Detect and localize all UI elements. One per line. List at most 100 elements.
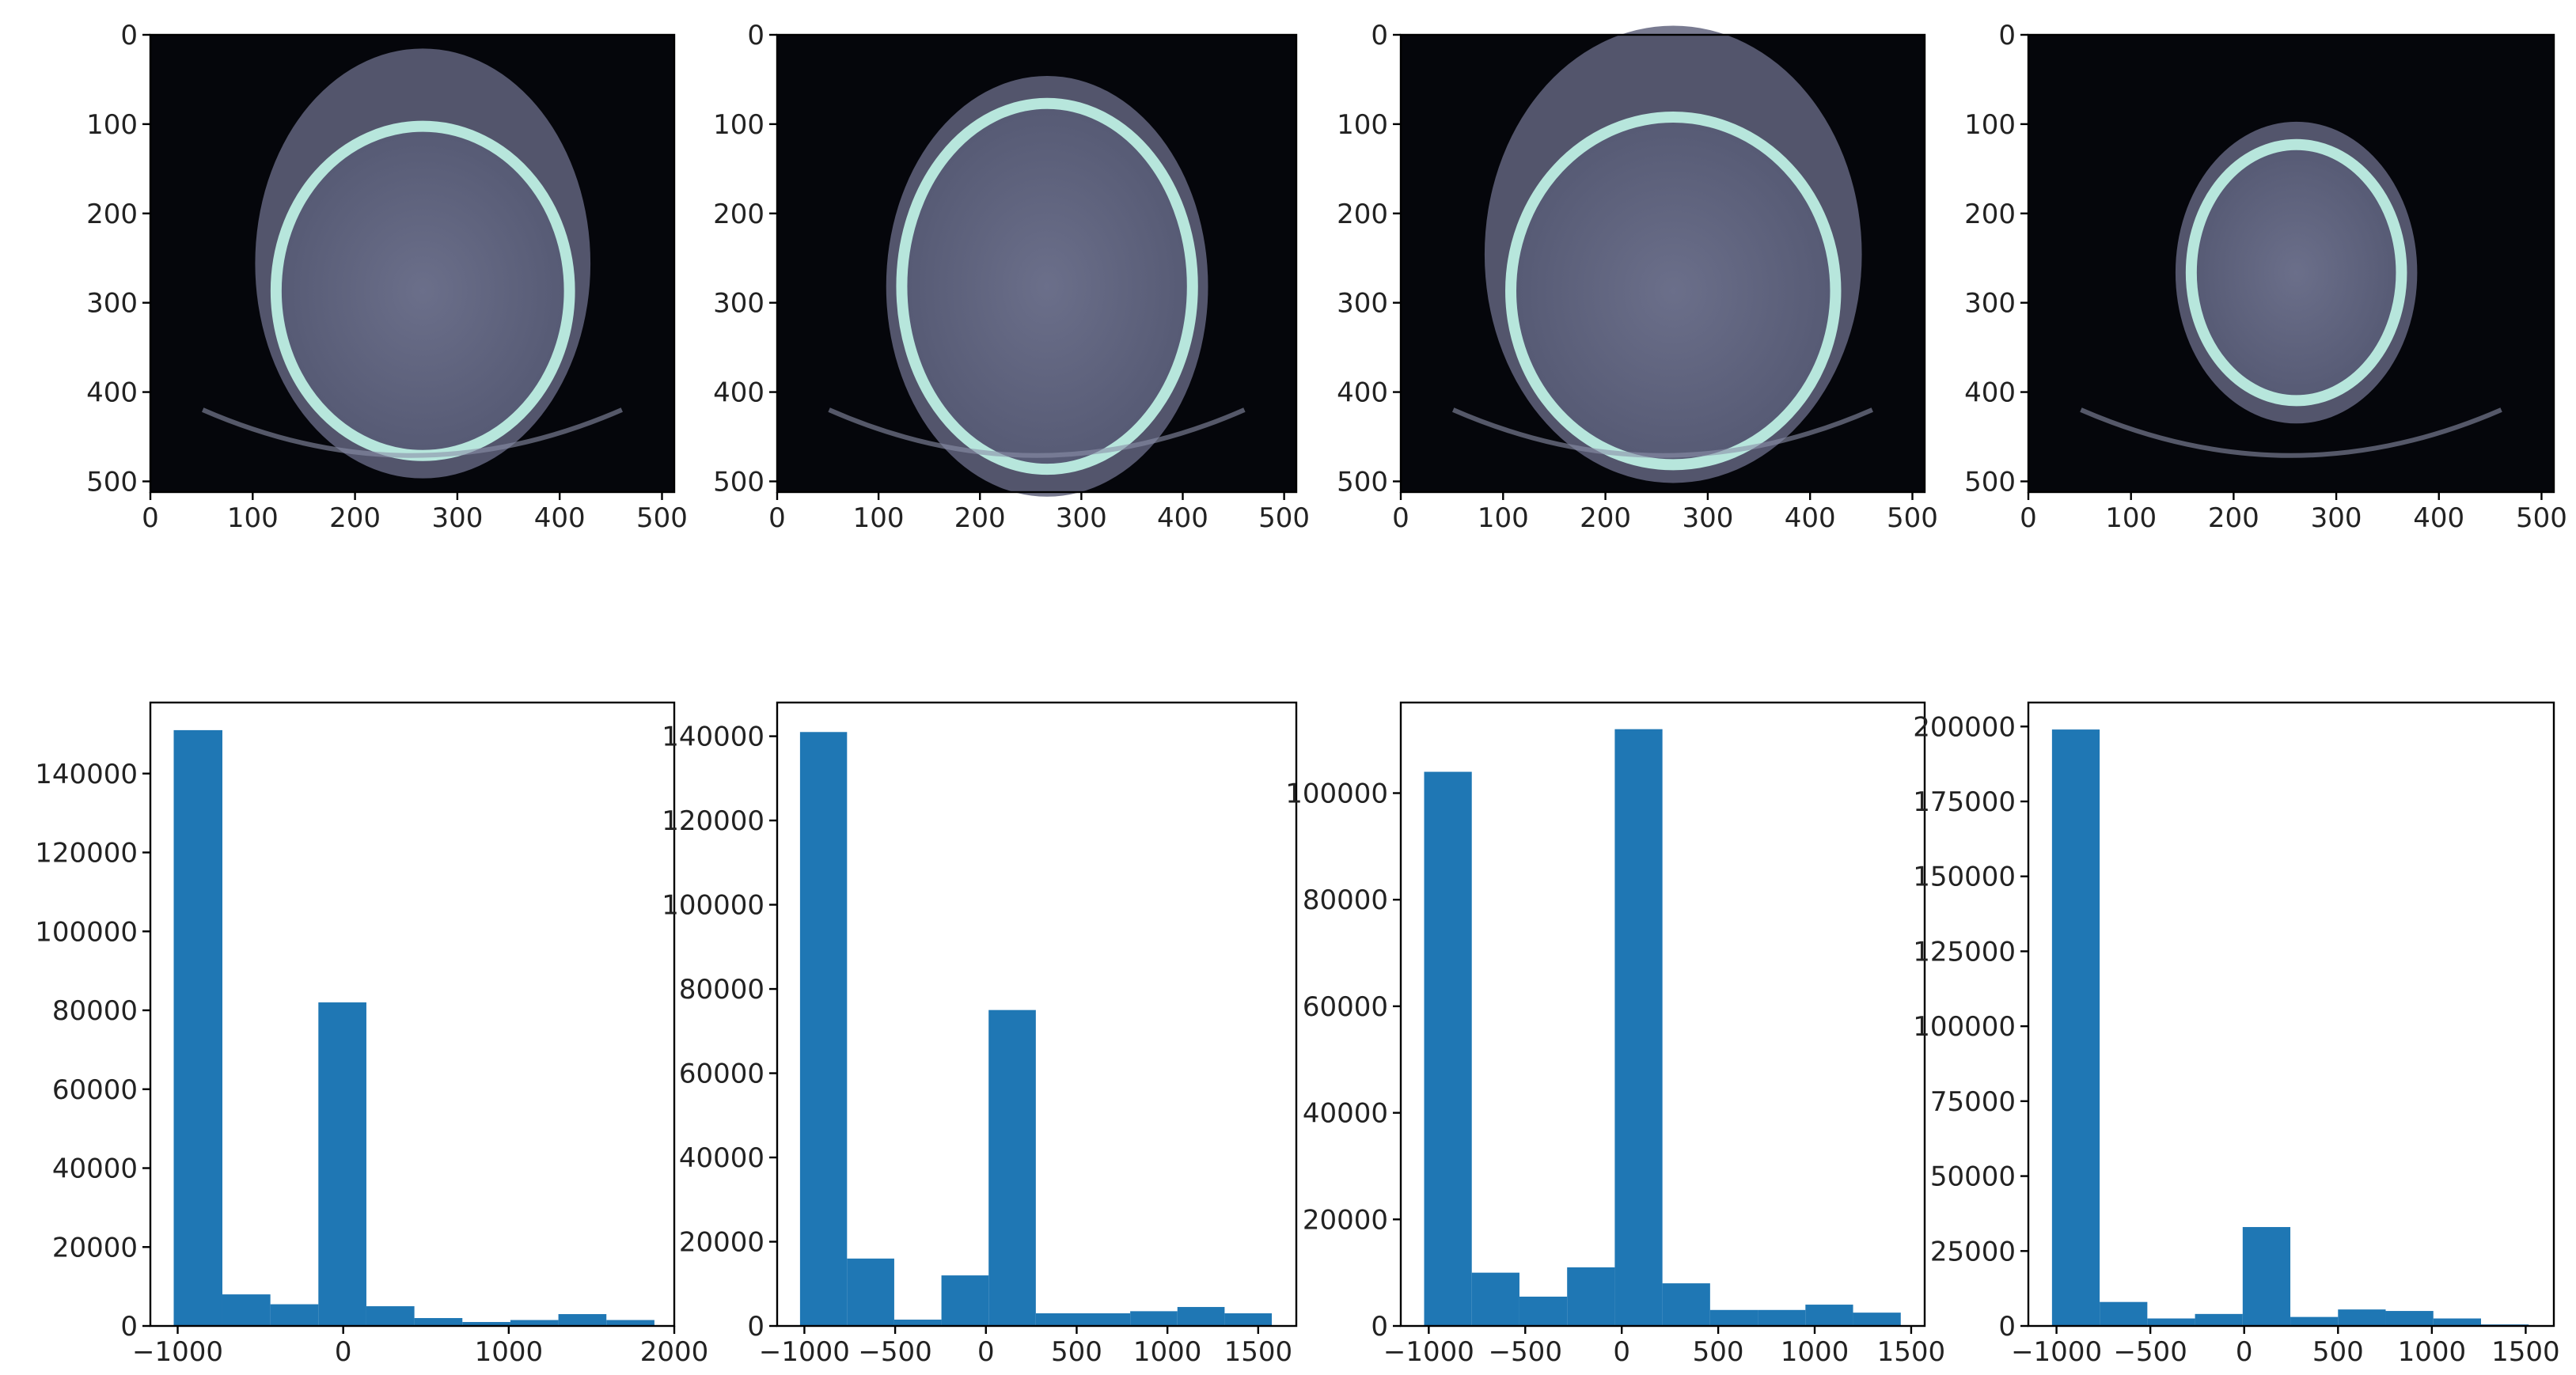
ct-table-2 — [828, 407, 1246, 458]
histogram-bar-2-6 — [1083, 1313, 1131, 1326]
histogram-bar-1-8 — [558, 1314, 607, 1326]
x-tick-label-img1-2: 200 — [329, 502, 381, 534]
x-tick-label-hist4-0: −1000 — [2011, 1336, 2102, 1368]
y-tick-label-hist2-5: 100000 — [662, 890, 764, 922]
x-tick-label-img4-1: 100 — [2105, 502, 2157, 534]
histogram-bar-2-1 — [847, 1258, 894, 1326]
y-tick-label-img3-1: 100 — [1337, 109, 1388, 141]
histogram-bar-2-2 — [893, 1320, 942, 1326]
y-tick-label-hist1-5: 100000 — [35, 916, 138, 948]
histogram-bar-3-8 — [1805, 1305, 1853, 1326]
y-tick-label-img4-3: 300 — [1964, 288, 2016, 320]
x-tick-label-hist4-4: 1000 — [2398, 1336, 2467, 1368]
x-tick-label-img2-1: 100 — [853, 502, 905, 534]
y-tick-label-hist2-3: 60000 — [679, 1059, 764, 1090]
x-tick-label-img1-4: 400 — [534, 502, 586, 534]
y-tick-label-hist1-3: 60000 — [52, 1074, 138, 1106]
x-tick-label-hist3-2: 0 — [1613, 1336, 1630, 1368]
x-tick-label-hist2-2: 0 — [977, 1336, 995, 1368]
y-tick-label-hist2-1: 20000 — [679, 1227, 764, 1259]
x-tick-label-img3-5: 500 — [1887, 502, 1938, 534]
histogram-bar-3-2 — [1519, 1296, 1568, 1326]
x-tick-label-hist3-4: 1000 — [1781, 1336, 1849, 1368]
histogram-bar-1-4 — [366, 1306, 415, 1326]
y-tick-label-hist3-3: 60000 — [1303, 991, 1388, 1023]
axes-frame-img1 — [149, 33, 676, 494]
y-tick-label-hist1-0: 0 — [120, 1311, 138, 1343]
histogram-bar-2-0 — [799, 732, 848, 1326]
histogram-bar-4-8 — [2433, 1318, 2481, 1326]
y-tick-label-img4-5: 500 — [1964, 466, 2016, 498]
x-tick-label-img4-2: 200 — [2208, 502, 2259, 534]
y-tick-label-img1-0: 0 — [120, 20, 138, 51]
x-tick-label-hist1-2: 1000 — [475, 1336, 544, 1368]
histogram-bar-3-1 — [1471, 1272, 1519, 1326]
histogram-panel-1: −1000 0 1000 200002000040000600008000010000… — [35, 701, 709, 1368]
axes-frame-hist2 — [776, 701, 1298, 1328]
y-tick-label-img1-2: 200 — [86, 199, 138, 230]
histogram-bar-1-3 — [318, 1002, 366, 1326]
histogram-bar-3-3 — [1567, 1267, 1615, 1326]
histogram-bar-2-3 — [941, 1275, 989, 1326]
histogram-panel-4: −1000 −500 0 500 1000 1500 0 25000 50000 75000 100… — [1913, 701, 2560, 1368]
x-tick-label-img4-0: 0 — [2020, 502, 2037, 534]
histogram-bar-2-8 — [1177, 1307, 1225, 1326]
histogram-bar-4-0 — [2051, 729, 2100, 1326]
histogram-bar-4-2 — [2147, 1318, 2195, 1326]
histogram-bar-2-7 — [1130, 1311, 1178, 1326]
x-tick-label-img3-4: 400 — [1785, 502, 1836, 534]
y-tick-label-img1-4: 400 — [86, 377, 138, 409]
histogram-bar-4-5 — [2290, 1316, 2339, 1326]
ct-skull-2 — [896, 97, 1198, 475]
ct-skull-4 — [2185, 138, 2407, 407]
y-tick-label-img3-5: 500 — [1337, 466, 1388, 498]
axes-frame-hist3 — [1399, 701, 1926, 1328]
histogram-bar-4-6 — [2338, 1309, 2386, 1326]
y-tick-label-img1-3: 300 — [86, 288, 138, 320]
y-tick-label-hist3-5: 100000 — [1285, 778, 1388, 809]
y-tick-label-hist4-6: 150000 — [1913, 862, 2016, 893]
histogram-panel-3: −1000 −500 0 500 1000 1500 0 20000 40000 60000 800… — [1285, 701, 1946, 1368]
histogram-bar-3-5 — [1662, 1283, 1710, 1326]
x-tick-label-img3-0: 0 — [1392, 502, 1409, 534]
x-tick-label-hist1-0: −1000 — [132, 1336, 223, 1368]
y-tick-label-hist3-0: 0 — [1371, 1311, 1388, 1343]
histogram-bar-1-9 — [606, 1320, 654, 1326]
x-tick-label-hist2-5: 1500 — [1224, 1336, 1293, 1368]
y-tick-label-img3-3: 300 — [1337, 288, 1388, 320]
y-tick-label-img4-0: 0 — [1998, 20, 2016, 51]
histogram-bar-3-4 — [1614, 729, 1663, 1326]
x-tick-label-hist3-1: −500 — [1489, 1336, 1562, 1368]
y-tick-label-img3-2: 200 — [1337, 199, 1388, 230]
x-tick-label-hist2-3: 500 — [1051, 1336, 1102, 1368]
x-tick-label-img4-3: 300 — [2311, 502, 2362, 534]
axes-frame-img4 — [2027, 33, 2555, 494]
y-tick-label-hist4-1: 25000 — [1930, 1236, 2016, 1267]
y-tick-label-hist1-1: 20000 — [52, 1232, 138, 1263]
axes-frame-hist1 — [149, 701, 676, 1328]
ct-table-3 — [1452, 407, 1873, 458]
x-tick-label-img1-1: 100 — [227, 502, 279, 534]
y-tick-label-img4-2: 200 — [1964, 199, 2016, 230]
y-tick-label-img2-2: 200 — [713, 199, 764, 230]
y-tick-label-img1-5: 500 — [86, 466, 138, 498]
x-tick-label-hist3-5: 1500 — [1877, 1336, 1946, 1368]
ct-table-4 — [2080, 407, 2502, 458]
x-tick-label-img4-5: 500 — [2516, 502, 2567, 534]
histogram-bar-4-4 — [2242, 1226, 2291, 1326]
x-tick-label-hist4-5: 1500 — [2491, 1336, 2560, 1368]
x-tick-label-img2-0: 0 — [768, 502, 786, 534]
ct-skull-3 — [1505, 112, 1842, 471]
histogram-bar-1-7 — [510, 1320, 559, 1326]
y-tick-label-hist1-4: 80000 — [52, 995, 138, 1027]
axes-frame-img2 — [776, 33, 1298, 494]
x-tick-label-img1-0: 0 — [142, 502, 159, 534]
x-tick-label-hist1-3: 2000 — [640, 1336, 709, 1368]
x-tick-label-img2-2: 200 — [954, 502, 1006, 534]
x-tick-label-hist4-2: 0 — [2236, 1336, 2253, 1368]
y-tick-label-hist2-7: 140000 — [662, 722, 764, 753]
